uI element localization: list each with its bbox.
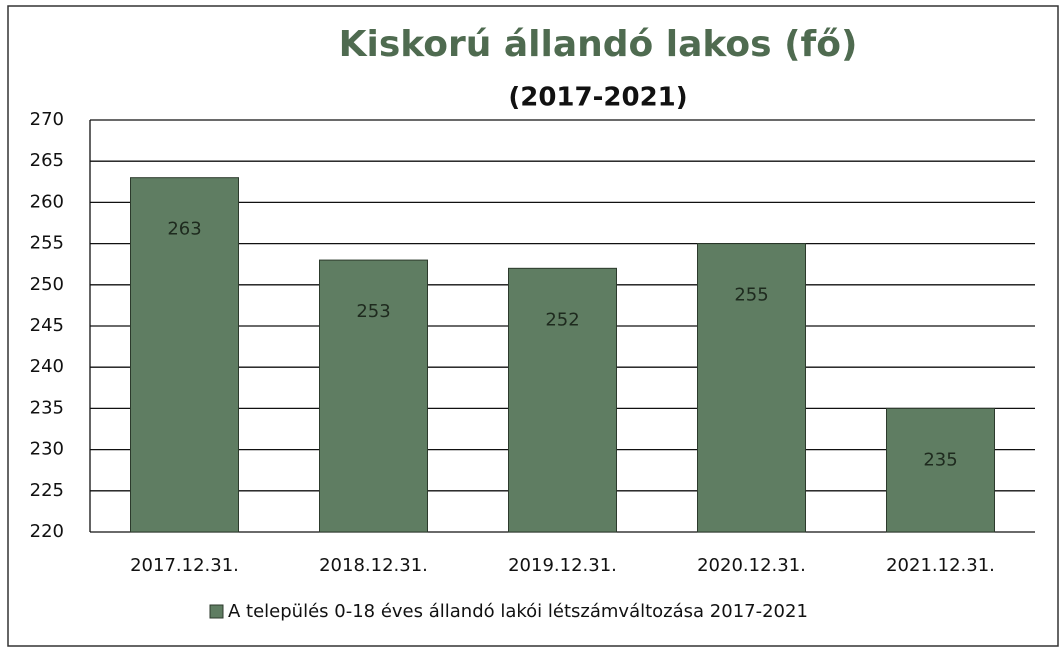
value-label: 235 [923, 449, 957, 470]
x-tick-label: 2017.12.31. [130, 555, 239, 576]
y-tick-label: 255 [30, 233, 64, 254]
bar [886, 407, 995, 533]
x-tick-label: 2020.12.31. [697, 555, 806, 576]
bar [319, 259, 428, 533]
chart-title: Kiskorú állandó lakos (fő) [339, 24, 858, 65]
bar [130, 177, 239, 533]
chart-subtitle: (2017-2021) [508, 83, 687, 113]
x-tick-label: 2019.12.31. [508, 555, 617, 576]
y-tick-label: 265 [30, 150, 64, 171]
legend-swatch [209, 604, 224, 619]
value-label: 263 [167, 219, 201, 240]
value-label: 253 [356, 301, 390, 322]
bar [697, 243, 806, 533]
bar [508, 267, 617, 533]
legend-label: A település 0-18 éves állandó lakói léts… [228, 601, 808, 622]
y-tick-label: 260 [30, 191, 64, 212]
y-tick-label: 225 [30, 480, 64, 501]
y-tick-label: 235 [30, 397, 64, 418]
x-tick-label: 2021.12.31. [886, 555, 995, 576]
y-tick-label: 240 [30, 356, 64, 377]
y-tick-label: 220 [30, 521, 64, 542]
x-tick-label: 2018.12.31. [319, 555, 428, 576]
y-tick-label: 270 [30, 109, 64, 130]
y-tick-label: 245 [30, 315, 64, 336]
y-tick-label: 250 [30, 274, 64, 295]
value-label: 255 [734, 285, 768, 306]
y-tick-label: 230 [30, 439, 64, 460]
value-label: 252 [545, 309, 579, 330]
